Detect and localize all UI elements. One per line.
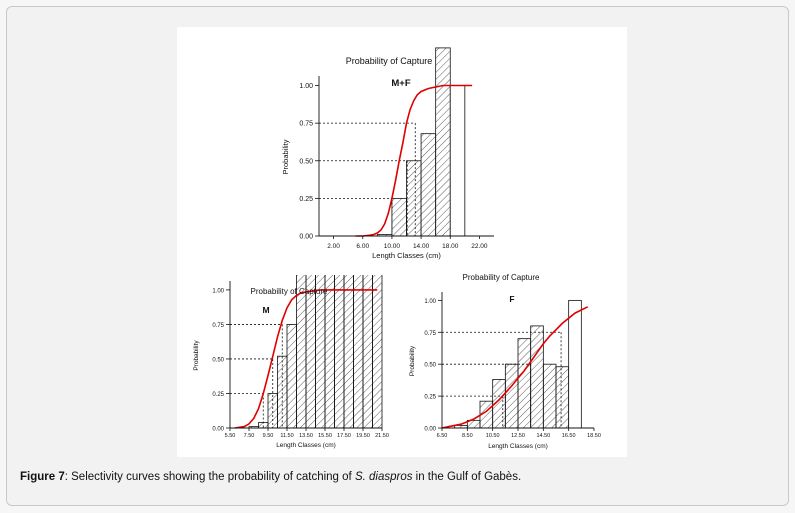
bar — [406, 160, 422, 237]
bar — [343, 275, 354, 429]
y-tick-label: 1.00 — [299, 83, 313, 90]
x-tick-label: 12.50 — [511, 433, 525, 439]
y-axis-label: Probability — [193, 340, 200, 371]
group-annotation: M+F — [391, 78, 410, 89]
chart-title: Probability of Capture — [346, 56, 433, 66]
x-tick-label: 14.50 — [536, 433, 550, 439]
figure-label: Figure 7 — [20, 471, 65, 483]
bar — [315, 275, 326, 429]
y-tick-label: 0.00 — [212, 427, 224, 433]
bar — [334, 275, 345, 429]
caption-text: : Selectivity curves showing the probabi… — [64, 471, 355, 483]
x-axis-label: Length Classes (cm) — [372, 251, 441, 260]
y-tick-label: 1.00 — [424, 299, 436, 305]
chart-title: Probability of Capture — [463, 273, 540, 282]
bar — [420, 133, 437, 237]
x-tick-label: 17.50 — [337, 433, 351, 439]
y-axis-label: Probability — [409, 345, 416, 376]
x-axis-label: Length Classes (cm) — [488, 443, 548, 450]
bar — [542, 363, 557, 429]
x-tick-label: 7.50 — [244, 433, 255, 439]
x-tick-label: 6.50 — [437, 433, 448, 439]
bar — [449, 85, 466, 237]
species-name: S. diaspros — [354, 471, 413, 483]
x-tick-label: 10.50 — [486, 433, 500, 439]
bar — [267, 393, 278, 429]
group-annotation: M — [262, 305, 269, 315]
bar — [517, 338, 532, 429]
bar — [324, 275, 335, 429]
x-tick-label: 21.50 — [375, 433, 389, 439]
bar — [353, 275, 364, 429]
y-tick-label: 0.75 — [299, 121, 313, 128]
selectivity-curve — [355, 84, 473, 237]
selectivity-curve — [234, 289, 378, 429]
bar — [362, 275, 373, 429]
chart-title: Probability of Capture — [251, 287, 328, 296]
y-tick-label: 0.75 — [212, 323, 224, 329]
x-tick-label: 5.50 — [225, 433, 236, 439]
selectivity-curve — [441, 306, 589, 429]
figure-caption: Figure 7: Selectivity curves showing the… — [20, 471, 521, 483]
y-tick-label: 0.50 — [299, 158, 313, 165]
bar — [435, 47, 451, 237]
x-tick-label: 11.50 — [280, 433, 293, 439]
bar — [305, 275, 316, 429]
chart-f: 0.00 0.25 0.50 0.75 1.00 6.50 8.50 10.50 12.50 14… — [409, 273, 601, 450]
bar — [286, 324, 297, 429]
x-tick-label: 13.50 — [299, 433, 313, 439]
y-axis-label: Probability — [281, 139, 290, 174]
x-tick-label: 2.00 — [327, 243, 340, 250]
bar — [296, 275, 307, 429]
x-tick-label: 15.50 — [318, 433, 332, 439]
group-annotation: F — [509, 294, 514, 304]
x-tick-label: 14.00 — [413, 243, 430, 250]
caption-tail: in the Gulf of Gabès. — [412, 471, 522, 483]
bar — [555, 366, 570, 429]
x-tick-label: 19.50 — [356, 433, 370, 439]
figure-frame: Figure 7: Selectivity curves showing the… — [6, 6, 789, 506]
x-tick-label: 8.50 — [462, 433, 473, 439]
y-tick-label: 0.75 — [424, 331, 436, 337]
y-tick-label: 0.00 — [424, 427, 436, 433]
x-tick-label: 10.00 — [384, 243, 401, 250]
y-tick-label: 0.50 — [424, 363, 436, 369]
chart-mf: 0.00 0.25 0.50 0.75 1.00 2.00 6.00 10.00 14.00 18… — [281, 47, 494, 260]
x-tick-label: 18.50 — [587, 433, 601, 439]
y-tick-label: 1.00 — [212, 288, 224, 294]
y-tick-label: 0.00 — [299, 234, 313, 241]
x-tick-label: 16.50 — [562, 433, 576, 439]
x-tick-label: 9.50 — [263, 433, 274, 439]
chart-m: 0.00 0.25 0.50 0.75 1.00 5.50 7.50 9.50 11.50 13.… — [193, 275, 389, 449]
y-tick-label: 0.25 — [299, 196, 313, 203]
bar — [568, 299, 582, 429]
x-tick-label: 6.00 — [356, 243, 369, 250]
x-tick-label: 18.00 — [442, 243, 459, 250]
y-tick-label: 0.50 — [212, 357, 224, 363]
y-tick-label: 0.25 — [212, 392, 224, 398]
x-axis-label: Length Classes (cm) — [276, 442, 336, 449]
bar — [504, 363, 519, 429]
bar — [530, 325, 544, 429]
bar — [391, 197, 407, 237]
bar — [372, 275, 383, 429]
x-tick-label: 22.00 — [471, 243, 488, 250]
y-tick-label: 0.25 — [424, 395, 436, 401]
